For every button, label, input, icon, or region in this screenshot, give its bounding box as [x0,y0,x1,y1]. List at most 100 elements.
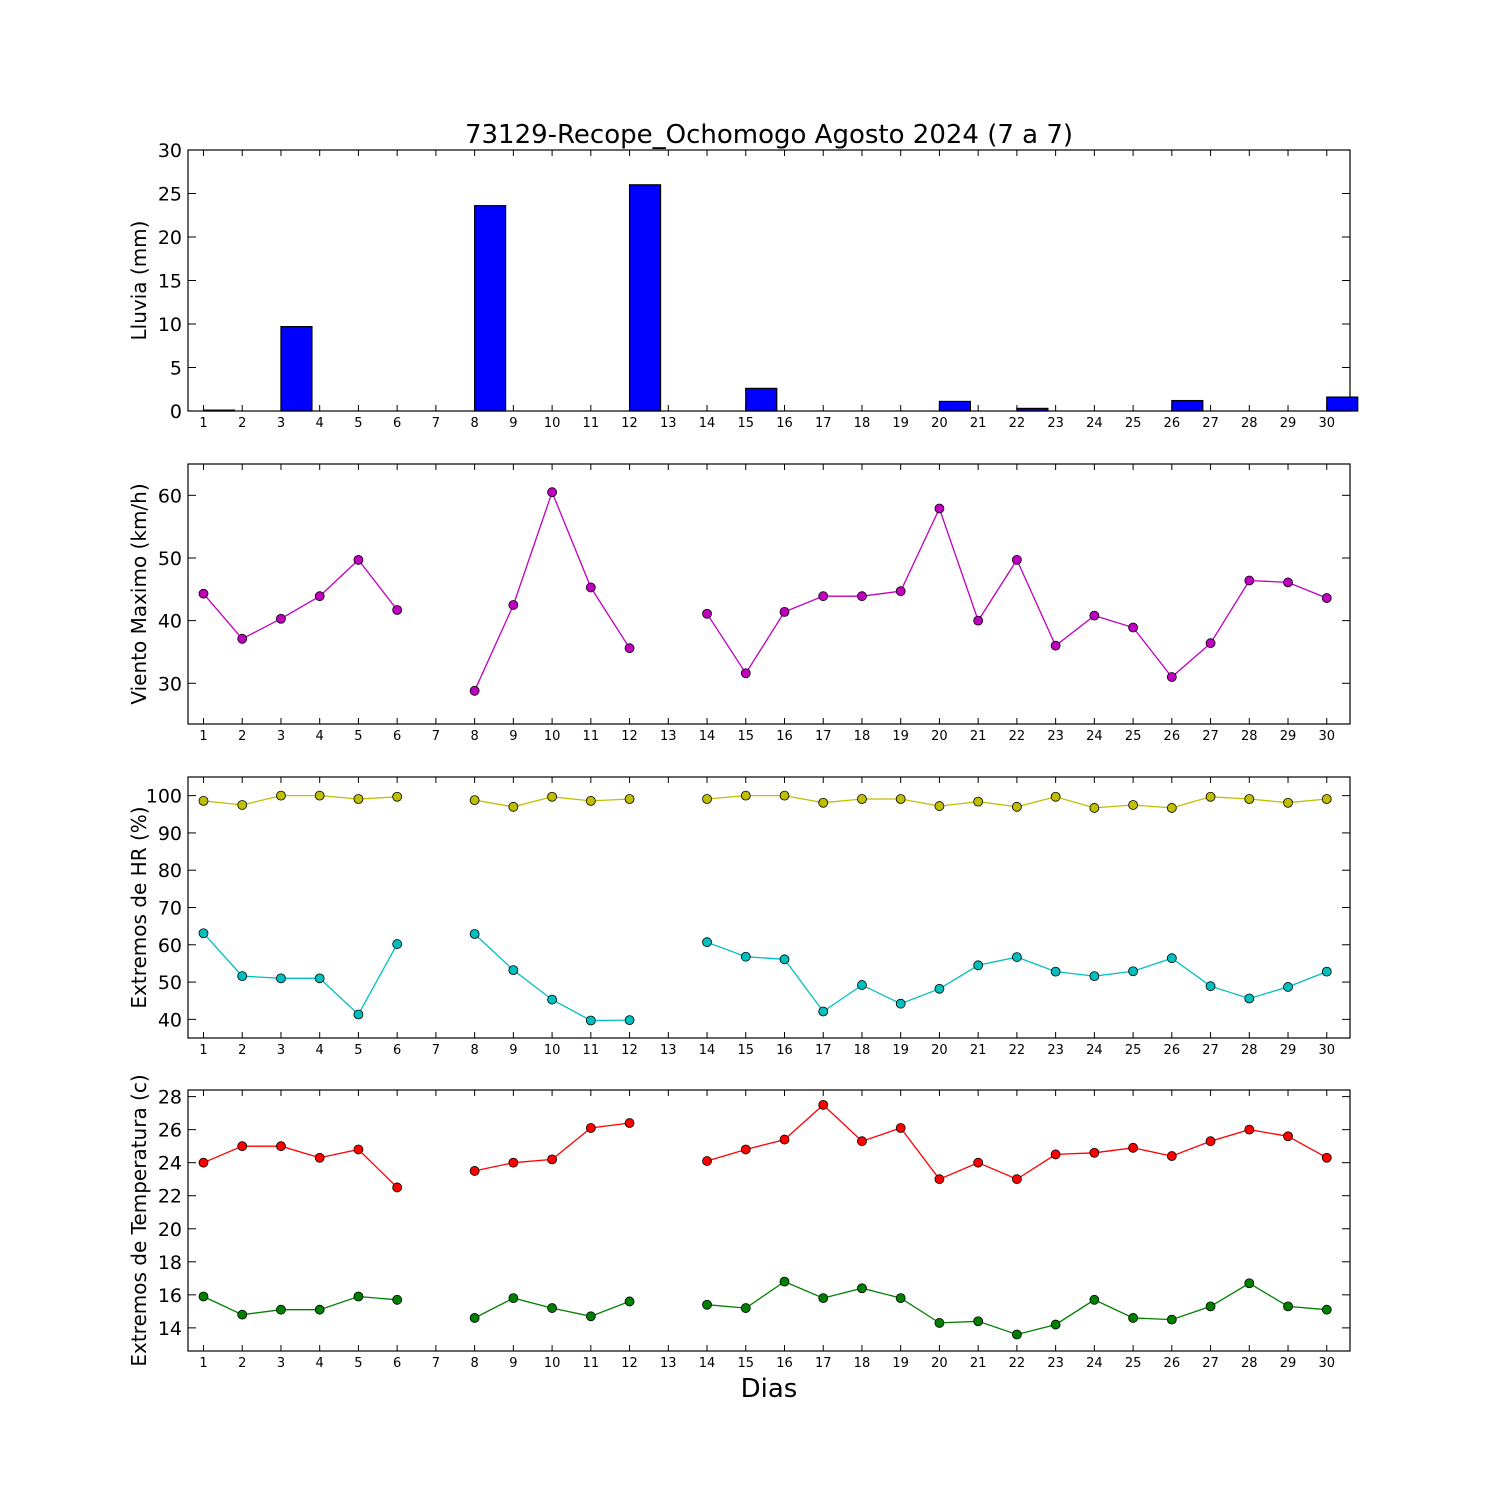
rain-bar [1326,396,1359,412]
series-line [474,490,631,692]
y-tick-label: 16 [158,1285,182,1307]
x-tick-label: 20 [931,1356,948,1371]
plot-frame [187,1089,1351,1352]
data-point [392,791,403,802]
x-tick-label: 19 [892,729,909,744]
x-tick-label: 15 [737,1043,754,1058]
data-point [547,1154,557,1165]
data-point [1244,1124,1255,1135]
x-tick-label: 16 [776,729,793,744]
x-tick-label: 3 [277,1043,285,1058]
x-tick-label: 22 [1009,1356,1026,1371]
series-line [706,506,1328,678]
data-point [818,591,829,602]
x-tick-label: 30 [1318,729,1335,744]
x-tick-label: 21 [970,1043,987,1058]
x-tick-label: 8 [470,1356,478,1371]
data-point [895,1123,906,1133]
x-tick-label: 22 [1009,1043,1026,1058]
data-point [740,1303,751,1313]
data-point [392,1182,403,1193]
data-point [1050,1149,1061,1160]
data-point [702,937,712,948]
y-tick-label: 20 [158,227,182,249]
x-tick-label: 5 [354,416,362,431]
data-point [353,794,364,804]
data-point [585,1311,596,1322]
x-tick-label: 5 [354,1043,362,1058]
x-tick-label: 2 [238,416,246,431]
x-tick-label: 9 [509,1356,517,1371]
data-point [1050,1319,1061,1330]
x-tick-label: 7 [432,729,440,744]
data-point [198,588,209,599]
x-tick-label: 23 [1047,1043,1064,1058]
x-tick-label: 16 [776,1356,793,1371]
data-point [1050,640,1061,651]
y-tick-label: 22 [158,1186,182,1208]
series-line [706,1280,1327,1336]
data-point [624,794,635,804]
data-point [779,790,790,801]
y-tick-label: 25 [158,184,182,206]
data-point [818,1293,829,1304]
data-point [237,1141,248,1152]
data-point [392,939,403,949]
x-tick-label: 14 [699,416,716,431]
x-tick-label: 25 [1125,416,1142,431]
data-point [973,1316,984,1327]
data-point [585,582,596,593]
data-point [469,795,480,806]
x-tick-label: 30 [1318,1356,1335,1371]
data-point [469,929,480,939]
data-point [740,1144,751,1155]
y-tick-label: 100 [146,786,182,808]
y-tick-label: 0 [170,401,182,423]
y-tick-label: 24 [158,1153,182,1175]
x-tick-label: 22 [1009,416,1026,431]
x-tick-label: 16 [776,1043,793,1058]
data-point [702,794,712,804]
data-point [895,586,906,597]
y-tick-label: 50 [158,548,182,570]
x-tick-label: 23 [1047,1356,1064,1371]
x-tick-label: 24 [1086,416,1103,431]
data-point [1283,982,1293,992]
y-axis-label: Extremos de HR (%) [127,806,151,1008]
plot-frame [187,776,1351,1039]
y-tick-label: 80 [158,860,182,882]
x-tick-label: 13 [660,416,677,431]
x-tick-label: 8 [470,1043,478,1058]
data-point [508,965,519,976]
x-tick-label: 28 [1241,1356,1258,1371]
x-tick-label: 18 [854,729,871,744]
data-point [857,980,867,990]
x-tick-label: 6 [393,729,401,744]
x-tick-label: 17 [815,729,832,744]
data-point [276,1141,286,1152]
x-axis-label: Dias [741,1374,798,1404]
x-tick-label: 2 [238,1356,246,1371]
data-point [1205,638,1216,649]
rain-bar [628,184,662,412]
series-line [474,933,630,1022]
x-tick-label: 14 [699,1043,716,1058]
data-point [973,960,984,971]
data-point [353,1291,364,1302]
data-point [198,795,209,806]
data-point [276,790,286,801]
data-point [547,487,557,498]
data-point [1166,672,1177,682]
x-tick-label: 9 [509,1043,517,1058]
data-point [508,1293,519,1304]
data-point [469,1313,480,1323]
data-point [585,795,596,806]
x-tick-label: 24 [1086,729,1103,744]
x-tick-label: 11 [583,729,600,744]
x-tick-label: 23 [1047,729,1064,744]
data-point [314,1152,325,1163]
data-point [857,794,867,804]
data-point [353,1144,364,1155]
data-point [934,1174,945,1185]
